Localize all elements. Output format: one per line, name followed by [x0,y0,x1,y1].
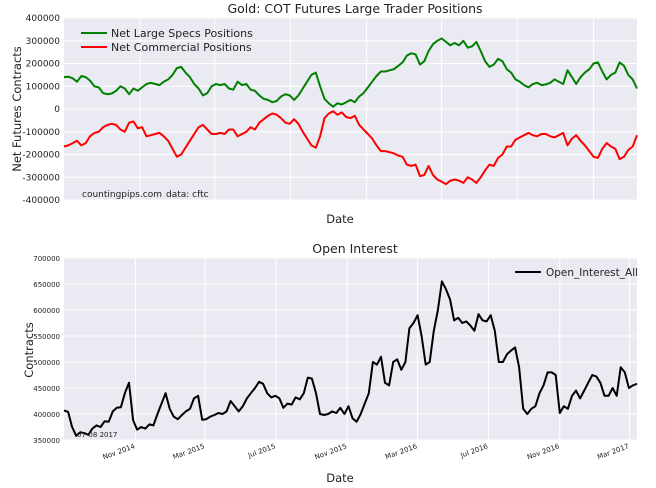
cot-legend: Net Large Specs Positions Net Commercial… [81,27,253,54]
y-tick-label: 700000 [33,255,60,263]
legend-label-open-interest: Open_Interest_All [546,267,638,279]
y-tick-label: 350000 [33,437,60,445]
y-tick-label: 100000 [26,82,61,92]
series-line-open-interest-all [63,280,638,437]
x-tick-label: Jul 2016 [459,442,490,460]
cot-series-lines [63,37,638,186]
y-tick-label: 600000 [33,307,60,315]
source-annotation: countingpips.com [82,190,162,200]
legend-label-commercial: Net Commercial Positions [111,41,252,54]
cot-positions-panel: -400000 -300000 -200000 -100000 0 100000 20000… [10,1,638,226]
cot-x-axis-label: Date [326,212,354,226]
oi-chart-title: Open Interest [312,241,398,256]
oi-y-axis-label: Contracts [22,322,36,377]
y-tick-label: 300000 [26,37,61,47]
x-tick-label: Nov 2015 [314,442,348,461]
y-tick-label: 550000 [33,333,60,341]
y-tick-label: 400000 [33,411,60,419]
oi-x-axis-label: Date [326,471,354,485]
oi-y-tick-labels: 350000 400000 450000 500000 550000 600000 6500… [33,255,60,445]
oi-series-lines [63,280,638,437]
y-tick-label: 650000 [33,281,60,289]
x-tick-label: Nov 2014 [102,442,137,461]
y-tick-label: 200000 [26,60,61,70]
cot-gridlines [64,17,637,201]
y-tick-label: -400000 [22,196,60,206]
cot-chart-title: Gold: COT Futures Large Trader Positions [227,1,482,16]
oi-gridlines [64,257,637,441]
y-tick-label: 450000 [33,385,60,393]
date-annotation: 07-08 2017 [77,431,117,439]
oi-legend: Open_Interest_All [515,267,638,279]
series-line-net-commercial-positions [63,110,638,186]
x-tick-label: Jul 2015 [246,442,276,460]
open-interest-panel: 350000 400000 450000 500000 550000 600000 6500… [22,241,638,485]
y-tick-label: 0 [54,105,60,115]
y-tick-label: -100000 [22,128,60,138]
oi-x-tick-labels: Nov 2014 Mar 2015 Jul 2015 Nov 2015 Mar 2016… [102,442,630,461]
y-tick-label: 500000 [33,359,60,367]
x-tick-label: Mar 2016 [384,442,418,461]
cot-y-tick-labels: -400000 -300000 -200000 -100000 0 100000 20000… [22,14,60,206]
series-line-net-large-specs-positions [63,37,638,108]
legend-label-large-specs: Net Large Specs Positions [111,27,253,40]
x-tick-label: Nov 2016 [526,442,561,461]
cot-y-axis-label: Net Futures Contracts [10,46,24,172]
x-tick-label: Mar 2015 [172,442,206,461]
y-tick-label: -300000 [22,173,60,183]
y-tick-label: -200000 [22,151,60,161]
x-tick-label: Mar 2017 [596,442,630,461]
y-tick-label: 400000 [26,14,61,24]
data-credit-annotation: data: cftc [166,190,209,200]
